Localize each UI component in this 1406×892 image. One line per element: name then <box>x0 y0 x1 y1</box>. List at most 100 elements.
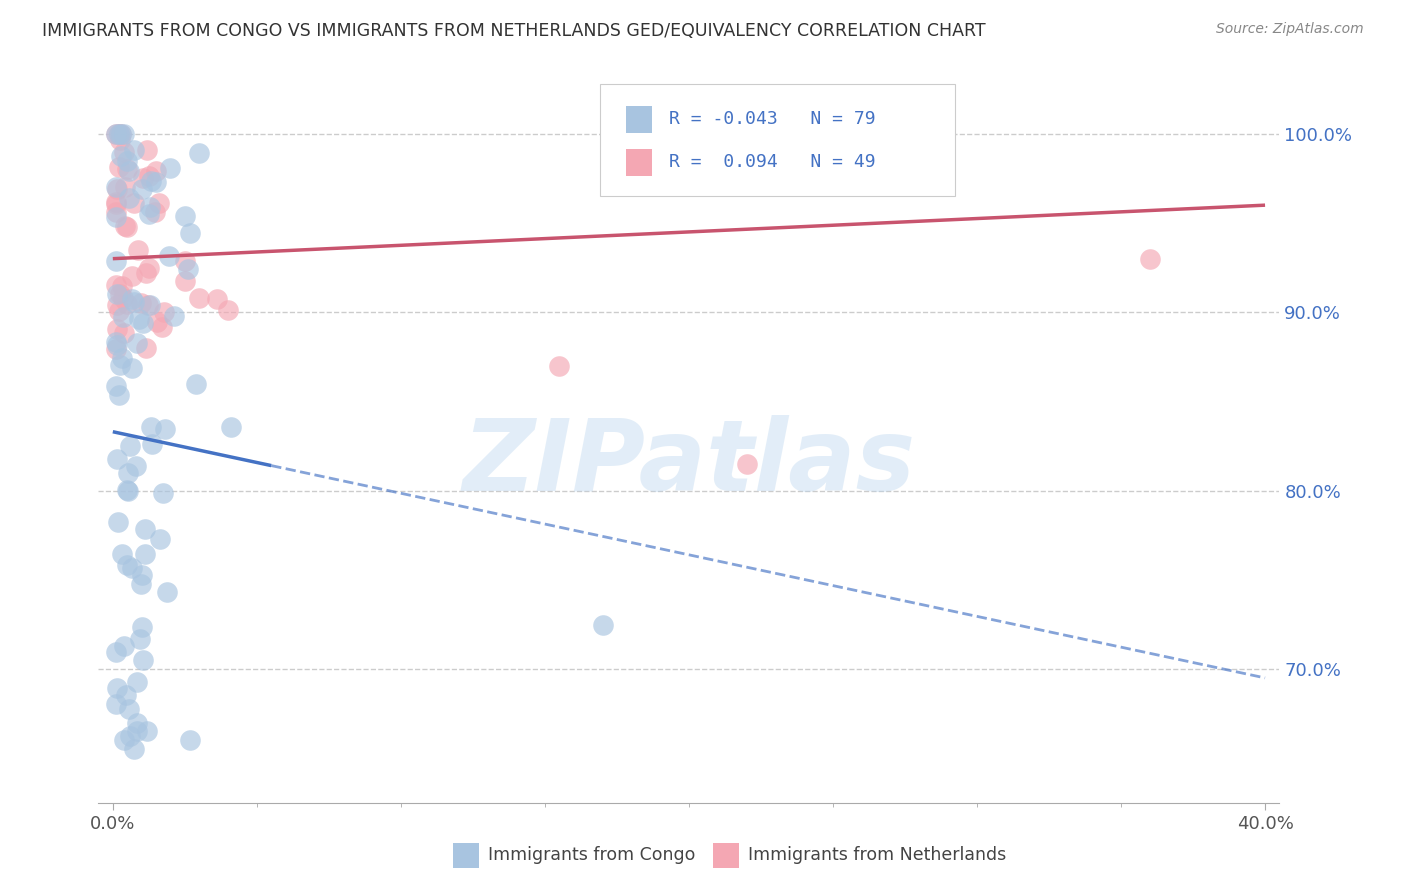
Point <box>108 161 131 175</box>
Point <box>115 483 138 497</box>
Text: R =  0.094   N = 49: R = 0.094 N = 49 <box>669 153 876 171</box>
FancyBboxPatch shape <box>600 84 955 196</box>
Point <box>173 209 195 223</box>
Point <box>104 180 127 194</box>
Point <box>122 196 145 211</box>
Point <box>115 162 138 177</box>
Point <box>107 127 129 141</box>
Point <box>105 182 128 196</box>
Point <box>107 515 129 529</box>
Point <box>153 304 176 318</box>
Point <box>104 277 127 292</box>
Point <box>114 179 136 194</box>
Point <box>104 697 127 711</box>
Point <box>132 170 155 185</box>
Point <box>592 618 614 632</box>
Point <box>148 195 170 210</box>
Point <box>105 286 128 301</box>
Point <box>111 351 134 365</box>
Point <box>105 298 128 312</box>
Point <box>108 286 131 301</box>
Point <box>145 175 167 189</box>
Point <box>128 632 150 646</box>
Point <box>111 310 134 324</box>
Point <box>117 191 139 205</box>
Text: Immigrants from Congo: Immigrants from Congo <box>488 846 696 863</box>
Point <box>112 326 135 340</box>
Point <box>132 653 155 667</box>
Point <box>205 292 228 306</box>
Bar <box>626 105 652 133</box>
Point <box>108 358 131 372</box>
Point <box>173 274 195 288</box>
Point <box>110 279 132 293</box>
Point <box>145 164 167 178</box>
Point <box>107 388 129 402</box>
Point <box>120 439 142 453</box>
Point <box>112 145 135 159</box>
Point <box>104 196 127 211</box>
Bar <box>626 149 652 177</box>
Point <box>139 173 162 187</box>
Point <box>156 584 179 599</box>
Point <box>135 341 157 355</box>
Point <box>177 262 200 277</box>
Point <box>162 309 184 323</box>
Point <box>117 297 139 311</box>
Point <box>121 268 143 283</box>
Point <box>188 146 211 161</box>
Point <box>127 335 149 350</box>
Point <box>114 219 136 234</box>
Text: R = -0.043   N = 79: R = -0.043 N = 79 <box>669 110 876 128</box>
Point <box>110 547 132 561</box>
Point <box>112 732 135 747</box>
Point <box>128 243 150 257</box>
Point <box>128 311 150 326</box>
Point <box>135 266 157 280</box>
Point <box>217 303 239 318</box>
Point <box>131 181 153 195</box>
Point <box>131 620 153 634</box>
Point <box>104 379 127 393</box>
Point <box>127 675 149 690</box>
Point <box>110 127 132 141</box>
Point <box>118 163 141 178</box>
Point <box>121 360 143 375</box>
Point <box>125 715 148 730</box>
Point <box>115 219 138 234</box>
Point <box>115 689 138 703</box>
Point <box>143 205 166 219</box>
Point <box>179 733 201 747</box>
Point <box>117 154 139 169</box>
Point <box>125 458 148 473</box>
Point <box>105 322 128 336</box>
Point <box>117 466 139 480</box>
Point <box>135 723 157 738</box>
Point <box>146 314 169 328</box>
Point <box>105 681 128 696</box>
Point <box>117 558 139 573</box>
Point <box>139 200 162 214</box>
Point <box>111 291 134 305</box>
Point <box>124 294 146 309</box>
Point <box>141 436 163 450</box>
Point <box>735 457 758 471</box>
Point <box>134 547 156 561</box>
Point <box>108 133 131 147</box>
Point <box>104 254 127 268</box>
Point <box>121 292 143 306</box>
Point <box>105 452 128 467</box>
Point <box>153 422 176 436</box>
Point <box>188 291 211 305</box>
Point <box>173 254 195 268</box>
Point <box>219 420 242 434</box>
Text: Immigrants from Netherlands: Immigrants from Netherlands <box>748 846 1007 863</box>
Point <box>112 127 135 141</box>
Point <box>112 639 135 653</box>
Point <box>104 205 127 219</box>
Point <box>104 210 127 224</box>
Point <box>132 316 155 330</box>
Point <box>138 169 160 183</box>
Point <box>139 420 162 434</box>
Point <box>157 249 180 263</box>
